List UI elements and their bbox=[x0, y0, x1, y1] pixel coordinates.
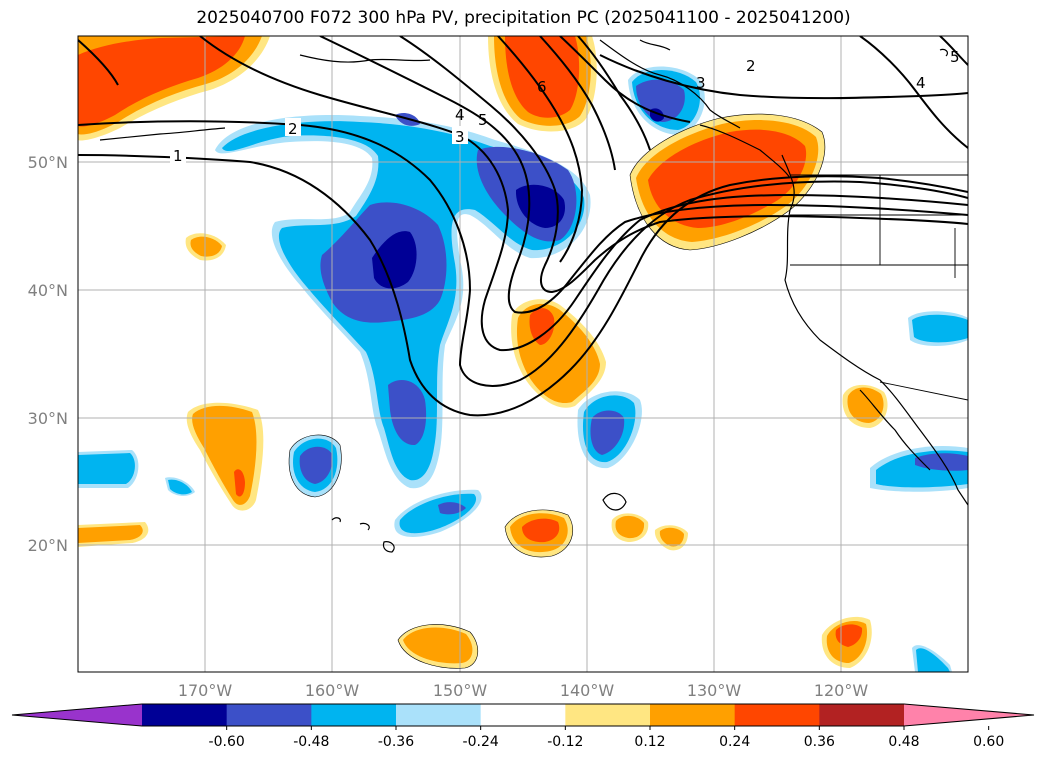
lat-label: 40°N bbox=[28, 281, 68, 300]
contour-label: 6 bbox=[537, 78, 547, 96]
lon-label: 120°W bbox=[814, 681, 869, 700]
contour-label: 5 bbox=[950, 48, 960, 66]
latitude-labels: 50°N 40°N 30°N 20°N bbox=[28, 153, 68, 555]
colorbar-segment bbox=[396, 704, 482, 726]
colorbar-tick-label: -0.36 bbox=[378, 734, 414, 750]
lat-label: 50°N bbox=[28, 153, 68, 172]
colorbar-tick-label: -0.60 bbox=[209, 734, 245, 750]
colorbar-segment bbox=[565, 704, 651, 726]
lon-label: 140°W bbox=[560, 681, 615, 700]
plot-area: 1 2 3 4 5 6 2 3 4 5 bbox=[78, 36, 968, 672]
contour-label: 4 bbox=[455, 106, 465, 124]
lon-label: 150°W bbox=[433, 681, 488, 700]
colorbar-tick-label: 0.36 bbox=[804, 734, 835, 750]
pv-contours bbox=[78, 36, 968, 417]
colorbar-segment bbox=[650, 704, 736, 726]
colorbar-segment bbox=[142, 704, 228, 726]
contour-label: 3 bbox=[455, 128, 465, 146]
colorbar-segment bbox=[734, 704, 820, 726]
contour-label: 5 bbox=[478, 111, 488, 129]
colorbar-segment bbox=[226, 704, 312, 726]
plot-frame bbox=[77, 35, 969, 673]
precip-contour-outlines bbox=[288, 113, 826, 669]
colorbar-tick-label: -0.24 bbox=[463, 734, 499, 750]
longitude-labels: 170°W 160°W 150°W 140°W 130°W 120°W bbox=[178, 681, 869, 700]
colorbar-tick-label: 0.60 bbox=[973, 734, 1004, 750]
lat-label: 20°N bbox=[28, 536, 68, 555]
colorbar-tick-label: 0.48 bbox=[888, 734, 919, 750]
map-title: 2025040700 F072 300 hPa PV, precipitatio… bbox=[196, 8, 851, 28]
colorbar-segment bbox=[311, 704, 397, 726]
pv-contour-labels: 1 2 3 4 5 6 2 3 4 5 bbox=[170, 48, 960, 165]
colorbar-extend-min bbox=[12, 704, 142, 726]
contour-label: 2 bbox=[746, 57, 756, 75]
contour-label: 1 bbox=[173, 147, 183, 165]
lon-label: 130°W bbox=[687, 681, 742, 700]
colorbar-outline bbox=[11, 703, 1035, 727]
colorbar-tick-label: -0.12 bbox=[547, 734, 583, 750]
colorbar-extend-max bbox=[904, 704, 1034, 726]
contour-label: 4 bbox=[916, 74, 926, 92]
colorbar-tick-label: -0.48 bbox=[293, 734, 329, 750]
lon-label: 170°W bbox=[178, 681, 233, 700]
colorbar: -0.60 -0.48 -0.36 -0.24 -0.12 0.12 0.24 0.36 0.4… bbox=[11, 703, 1035, 750]
political-borders bbox=[790, 174, 968, 401]
colorbar-segment bbox=[480, 704, 566, 726]
lat-label: 30°N bbox=[28, 409, 68, 428]
colorbar-segment bbox=[819, 704, 905, 726]
colorbar-tick-label: 0.24 bbox=[719, 734, 750, 750]
lon-label: 160°W bbox=[305, 681, 360, 700]
colorbar-tick-label: 0.12 bbox=[634, 734, 665, 750]
contour-label: 3 bbox=[696, 74, 706, 92]
contour-label: 2 bbox=[288, 120, 298, 138]
